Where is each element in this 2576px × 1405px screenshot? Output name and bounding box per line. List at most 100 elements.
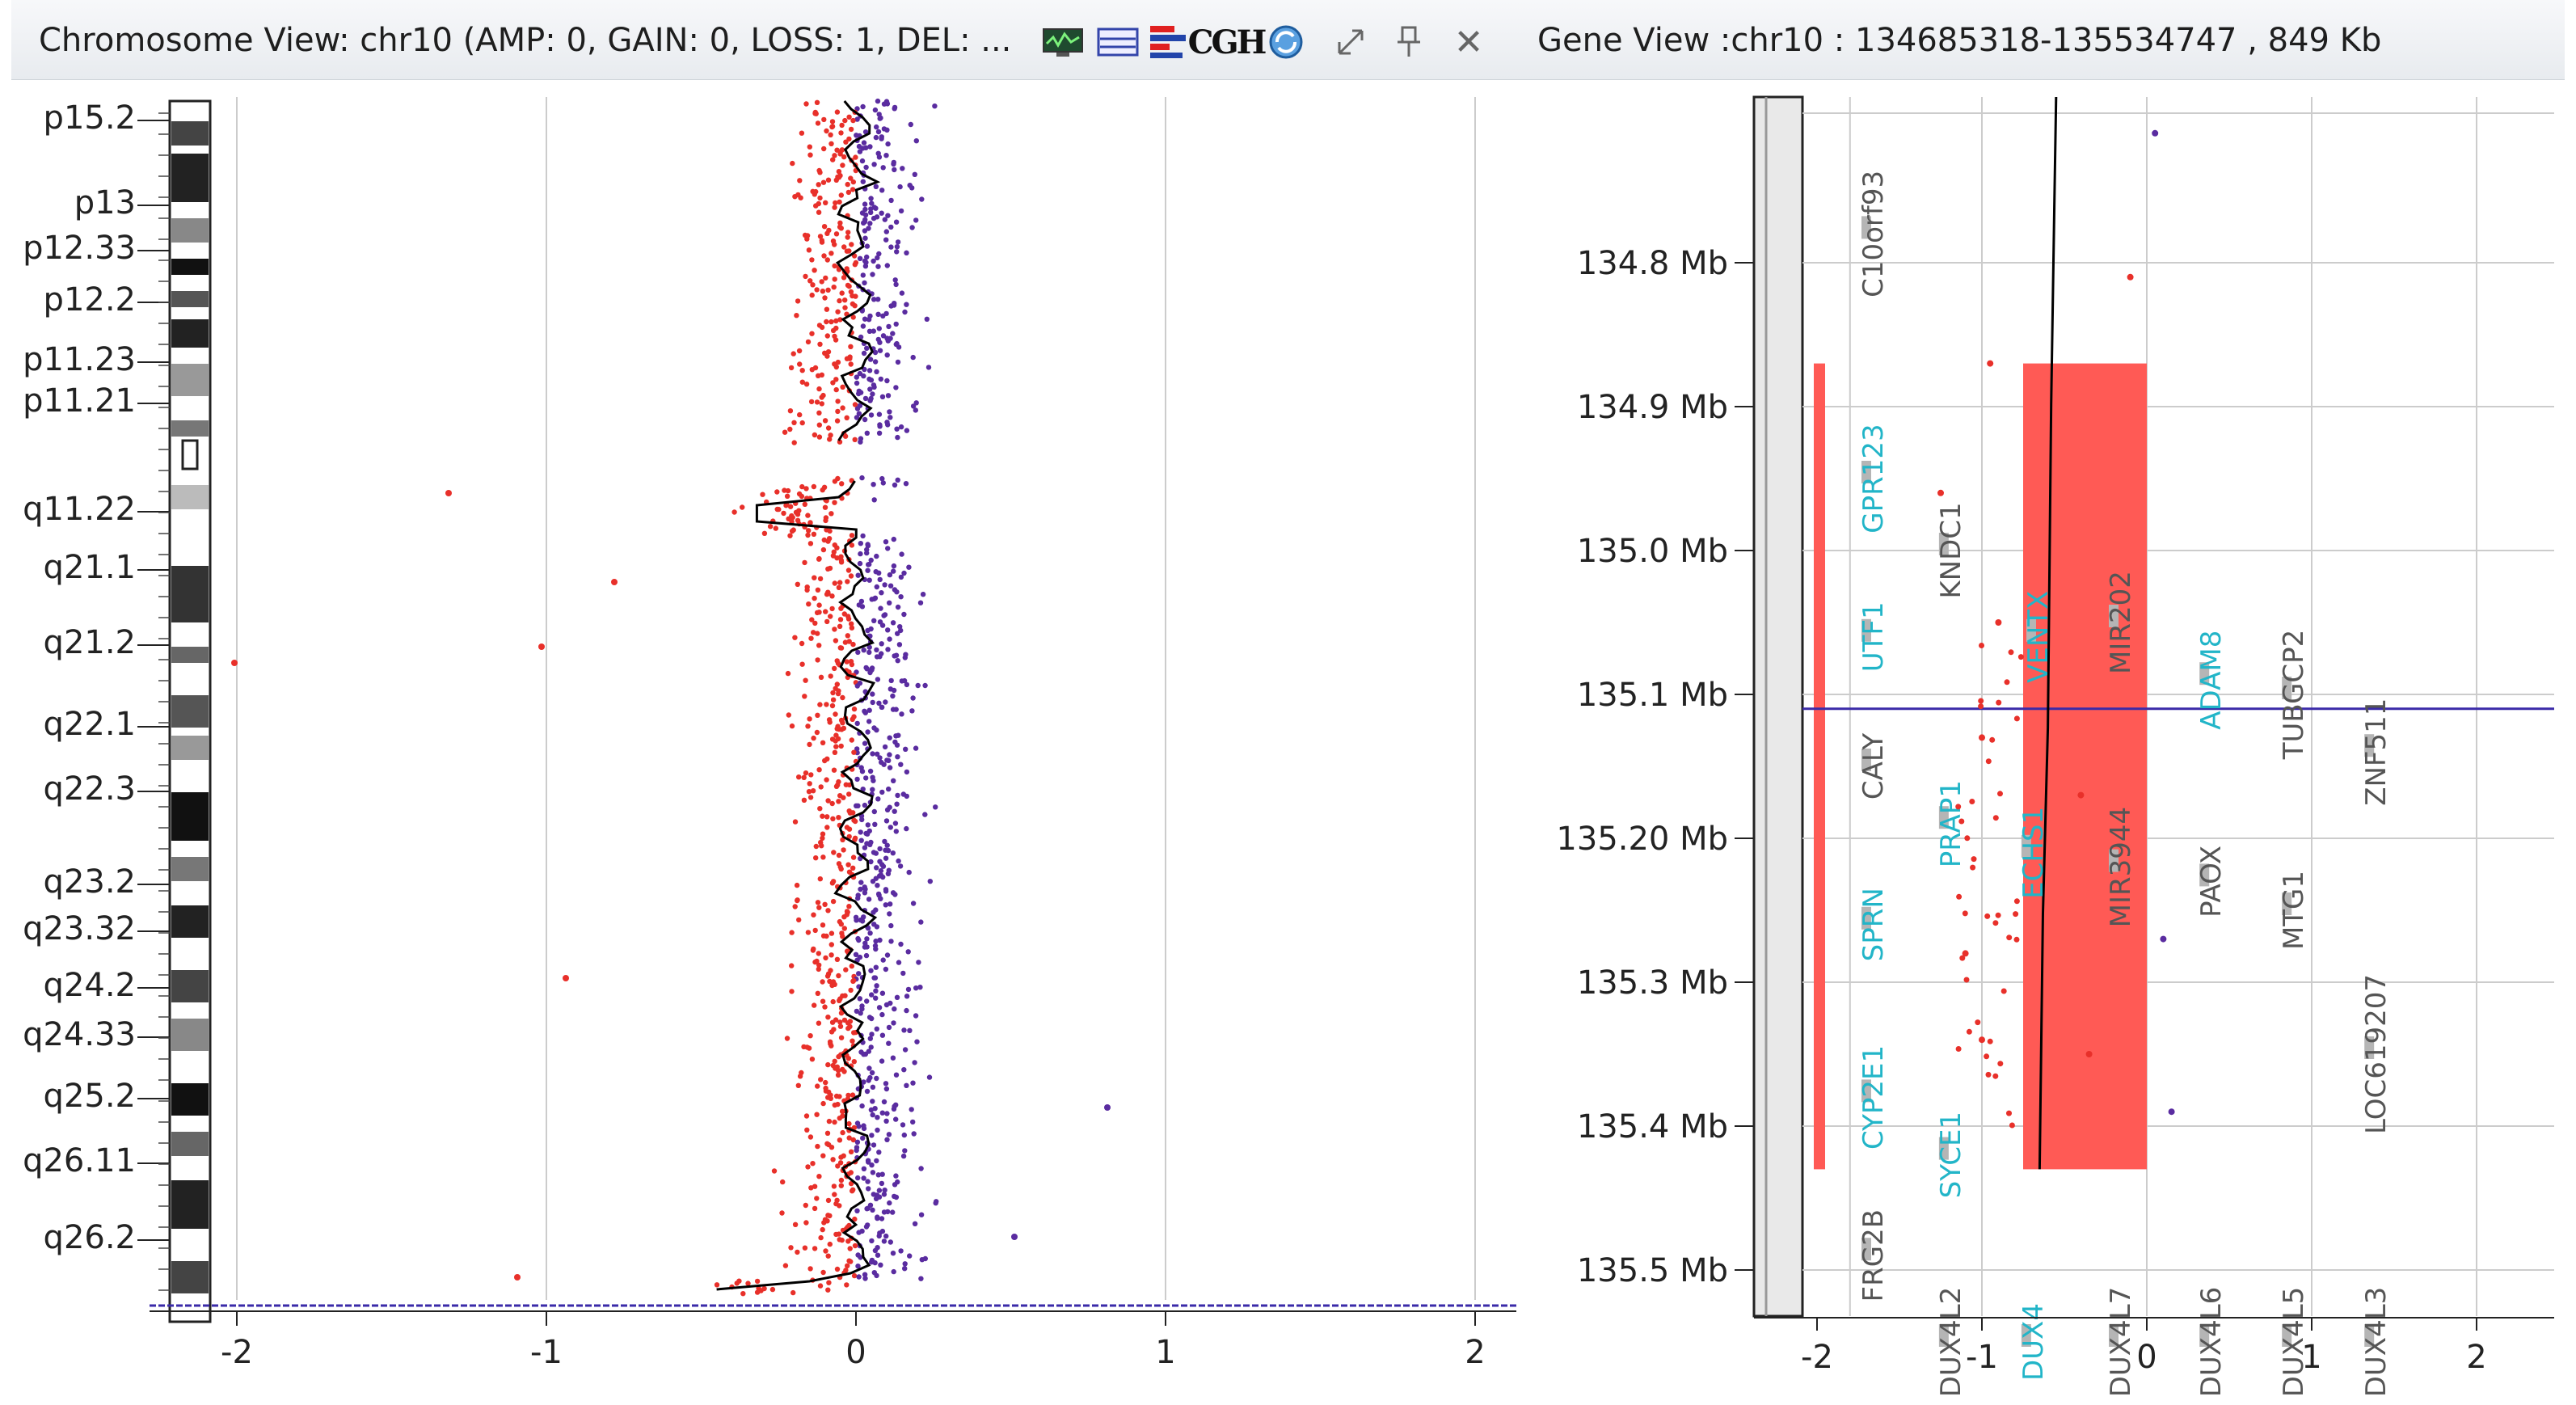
gene-label[interactable]: CALY: [1857, 733, 1890, 800]
gene-y-label: 134.9 Mb: [1577, 389, 1728, 426]
probe-point: [874, 553, 879, 559]
probe-point: [888, 677, 894, 684]
gene-label[interactable]: MIR202: [2105, 571, 2137, 674]
probe-point: [855, 1264, 861, 1269]
probe-point: [850, 179, 857, 185]
probe-point: [833, 200, 838, 206]
probe-point: [888, 224, 894, 230]
chromosome-ideogram[interactable]: [168, 99, 212, 1323]
probe-point: [876, 430, 883, 436]
band-label: p13: [74, 184, 136, 222]
probe-point: [826, 1280, 832, 1285]
probe-outlier: [563, 975, 569, 981]
gene-label[interactable]: PAOX: [2195, 846, 2228, 918]
probe-point: [855, 895, 861, 901]
probe-point: [807, 781, 812, 787]
gene-label[interactable]: DUX4L3: [2360, 1287, 2393, 1398]
probe-point: [906, 564, 912, 570]
region-block[interactable]: [2023, 363, 2147, 1170]
gene-label[interactable]: MTG1: [2278, 871, 2310, 950]
gene-label[interactable]: GPR123: [1857, 424, 1890, 533]
gene-label[interactable]: C10orf93: [1857, 171, 1890, 297]
probe-point: [817, 341, 823, 347]
gene-probe: [1964, 835, 1971, 842]
probe-point: [877, 116, 883, 121]
probe-point: [879, 1228, 886, 1234]
probe-point: [850, 187, 856, 192]
ideogram-band: [171, 695, 209, 728]
resize-icon[interactable]: [1327, 21, 1374, 63]
probe-point: [873, 205, 879, 211]
gene-label[interactable]: DUX4L6: [2195, 1287, 2228, 1398]
probe-point: [795, 512, 801, 517]
gene-label[interactable]: CYP2E1: [1857, 1045, 1890, 1150]
probe-point: [862, 740, 868, 746]
gene-label[interactable]: SYCE1: [1935, 1112, 1967, 1198]
gene-label[interactable]: DUX4L7: [2105, 1287, 2137, 1398]
gene-label[interactable]: TUBGCP2: [2278, 630, 2310, 761]
probe-point: [892, 821, 899, 826]
probe-point: [807, 1033, 813, 1039]
probe-point: [849, 625, 855, 631]
probe-point: [878, 1262, 883, 1268]
gene-label[interactable]: SPRN: [1857, 888, 1890, 961]
probe-point: [846, 782, 853, 788]
probe-point: [848, 344, 854, 349]
legend-icon[interactable]: [1145, 21, 1191, 63]
probe-point: [838, 1183, 845, 1188]
gene-label[interactable]: DUX4L2: [1935, 1287, 1967, 1398]
probe-point: [809, 331, 815, 336]
probe-point: [816, 386, 822, 392]
gene-label[interactable]: VENTX: [2022, 591, 2055, 683]
probe-point: [877, 937, 883, 943]
gene-label[interactable]: UTF1: [1857, 601, 1890, 672]
probe-point: [870, 1112, 875, 1118]
probe-point: [849, 737, 855, 743]
probe-point: [852, 303, 858, 309]
pin-icon[interactable]: [1385, 21, 1432, 63]
probe-point: [814, 99, 820, 105]
gene-label[interactable]: ZNF511: [2360, 698, 2393, 806]
probe-point: [824, 777, 829, 783]
probe-point: [873, 964, 879, 970]
gene-probe: [1992, 815, 1999, 821]
probe-point: [811, 630, 816, 635]
probe-point: [887, 911, 892, 917]
probe-point: [868, 968, 874, 973]
probe-point: [904, 1082, 909, 1089]
gene-label[interactable]: PRAP1: [1935, 780, 1967, 867]
gene-label[interactable]: DUX4: [2017, 1303, 2050, 1381]
probe-point: [848, 126, 854, 133]
probe-point: [820, 546, 827, 553]
overlay-icon[interactable]: [1094, 21, 1141, 63]
probe-point: [864, 550, 870, 556]
probe-point: [933, 1200, 938, 1206]
gene-label[interactable]: MIR3944: [2105, 807, 2137, 928]
probe-point: [860, 146, 866, 151]
gene-probe: [1970, 864, 1976, 871]
gene-label[interactable]: DUX4L5: [2278, 1287, 2310, 1398]
probe-point: [828, 952, 834, 958]
probe-point: [865, 822, 871, 828]
probe-point: [895, 658, 900, 664]
probe-point: [830, 327, 837, 334]
probe-point: [817, 702, 823, 707]
cgh-icon[interactable]: CGH: [1187, 23, 1267, 61]
close-icon[interactable]: ✕: [1453, 21, 1484, 63]
gene-trend-line: [2038, 96, 2058, 1170]
probe-point: [855, 1175, 861, 1181]
probe-point: [825, 287, 831, 293]
gene-probe: [1989, 736, 1996, 743]
gene-label[interactable]: ECHS1: [2017, 807, 2050, 899]
probe-point: [870, 1170, 876, 1175]
monitor-icon[interactable]: [1039, 21, 1086, 63]
probe-point: [895, 604, 901, 610]
probe-point: [856, 390, 862, 397]
gene-label[interactable]: KNDC1: [1935, 502, 1967, 598]
probe-point: [797, 411, 803, 418]
gene-label[interactable]: LOC619207: [2360, 974, 2393, 1134]
refresh-icon[interactable]: [1263, 21, 1309, 63]
probe-point: [833, 386, 839, 393]
gene-label[interactable]: FRG2B: [1857, 1209, 1890, 1302]
gene-label[interactable]: ADAM8: [2195, 631, 2228, 730]
